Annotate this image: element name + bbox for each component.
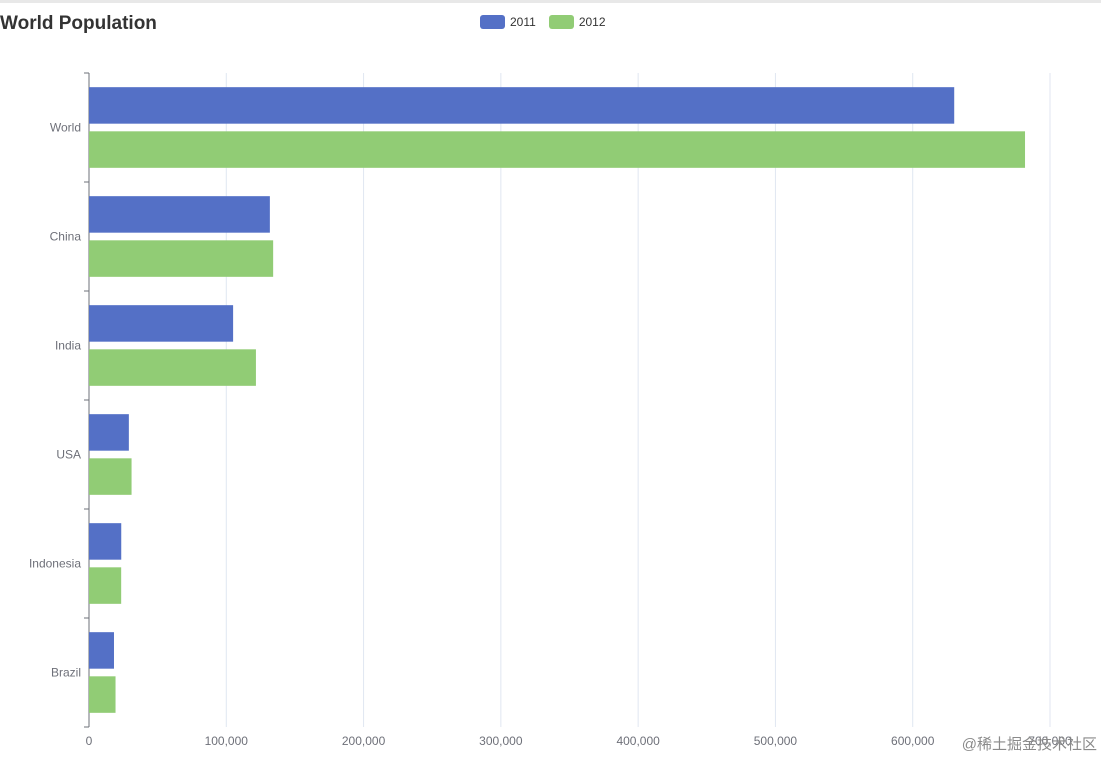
legend: 2011 2012 xyxy=(480,15,606,29)
bar-world-2012 xyxy=(89,131,1026,168)
bar-usa-2011 xyxy=(89,414,129,451)
bar-usa-2012 xyxy=(89,458,132,495)
y-tick-label-indonesia: Indonesia xyxy=(29,557,81,571)
bar-world-2011 xyxy=(89,87,955,124)
legend-label-2012: 2012 xyxy=(578,15,606,29)
x-tick-label-1: 100,000 xyxy=(205,734,249,748)
bar-indonesia-2012 xyxy=(89,567,122,604)
bar-india-2012 xyxy=(89,349,256,386)
y-tick-label-china: China xyxy=(50,230,82,244)
bar-china-2012 xyxy=(89,240,274,277)
x-tick-label-0: 0 xyxy=(86,734,93,748)
x-tick-label-5: 500,000 xyxy=(754,734,798,748)
legend-item-2011[interactable]: 2011 xyxy=(480,15,536,29)
bar-brazil-2012 xyxy=(89,676,116,713)
watermark: @稀土掘金技术社区 xyxy=(961,736,1097,753)
bar-china-2011 xyxy=(89,196,270,233)
legend-label-2011: 2011 xyxy=(510,15,536,29)
x-tick-label-7: 700,000 xyxy=(1028,734,1072,748)
legend-swatch-2012 xyxy=(548,15,574,29)
x-tick-label-3: 300,000 xyxy=(479,734,523,748)
chart-title: World Population xyxy=(0,13,157,34)
bar-india-2011 xyxy=(89,305,234,342)
x-tick-label-4: 400,000 xyxy=(616,734,660,748)
y-tick-label-usa: USA xyxy=(56,448,81,462)
legend-swatch-2011 xyxy=(480,15,505,29)
x-tick-label-2: 200,000 xyxy=(342,734,386,748)
top-border xyxy=(0,0,1101,3)
bar-indonesia-2011 xyxy=(89,523,122,560)
x-tick-label-6: 600,000 xyxy=(891,734,935,748)
legend-item-2012[interactable]: 2012 xyxy=(548,15,606,29)
bar-brazil-2011 xyxy=(89,632,114,669)
y-tick-label-world: World xyxy=(50,121,81,135)
y-tick-label-india: India xyxy=(55,339,81,353)
y-tick-label-brazil: Brazil xyxy=(51,666,81,680)
